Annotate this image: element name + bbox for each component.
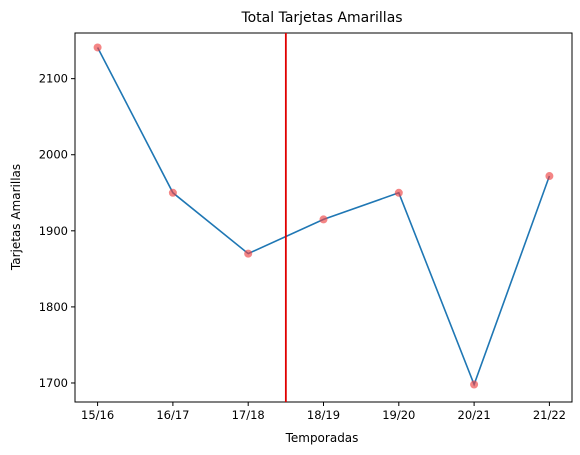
y-tick-label: 2000 bbox=[39, 148, 68, 162]
plot-area: 15/16 16/17 17/18 18/19 19/20 20/21 21/22 1700… bbox=[39, 32, 573, 422]
x-tick-label: 15/16 bbox=[81, 408, 114, 422]
y-tick-label: 2100 bbox=[39, 72, 68, 86]
x-tick-label: 19/20 bbox=[382, 408, 415, 422]
y-axis-ticks: 1700 1800 1900 2000 2100 bbox=[39, 72, 75, 390]
x-axis-label: Temporadas bbox=[285, 431, 359, 445]
data-point bbox=[244, 249, 253, 258]
x-tick-label: 20/21 bbox=[458, 408, 491, 422]
x-axis-ticks: 15/16 16/17 17/18 18/19 19/20 20/21 21/22 bbox=[81, 402, 566, 422]
data-point bbox=[545, 172, 554, 181]
x-tick-label: 16/17 bbox=[156, 408, 189, 422]
x-tick-label: 17/18 bbox=[232, 408, 265, 422]
y-axis-label: Tarjetas Amarillas bbox=[9, 164, 23, 271]
data-point bbox=[470, 380, 479, 389]
y-tick-label: 1800 bbox=[39, 300, 68, 314]
x-tick-label: 18/19 bbox=[307, 408, 340, 422]
x-tick-label: 21/22 bbox=[533, 408, 566, 422]
y-tick-label: 1700 bbox=[39, 376, 68, 390]
data-point bbox=[394, 188, 403, 197]
chart-title: Total Tarjetas Amarillas bbox=[240, 10, 402, 26]
data-point bbox=[168, 188, 177, 197]
y-tick-label: 1900 bbox=[39, 224, 68, 238]
data-point bbox=[93, 43, 102, 52]
series-group bbox=[93, 33, 554, 402]
data-point bbox=[319, 215, 328, 224]
